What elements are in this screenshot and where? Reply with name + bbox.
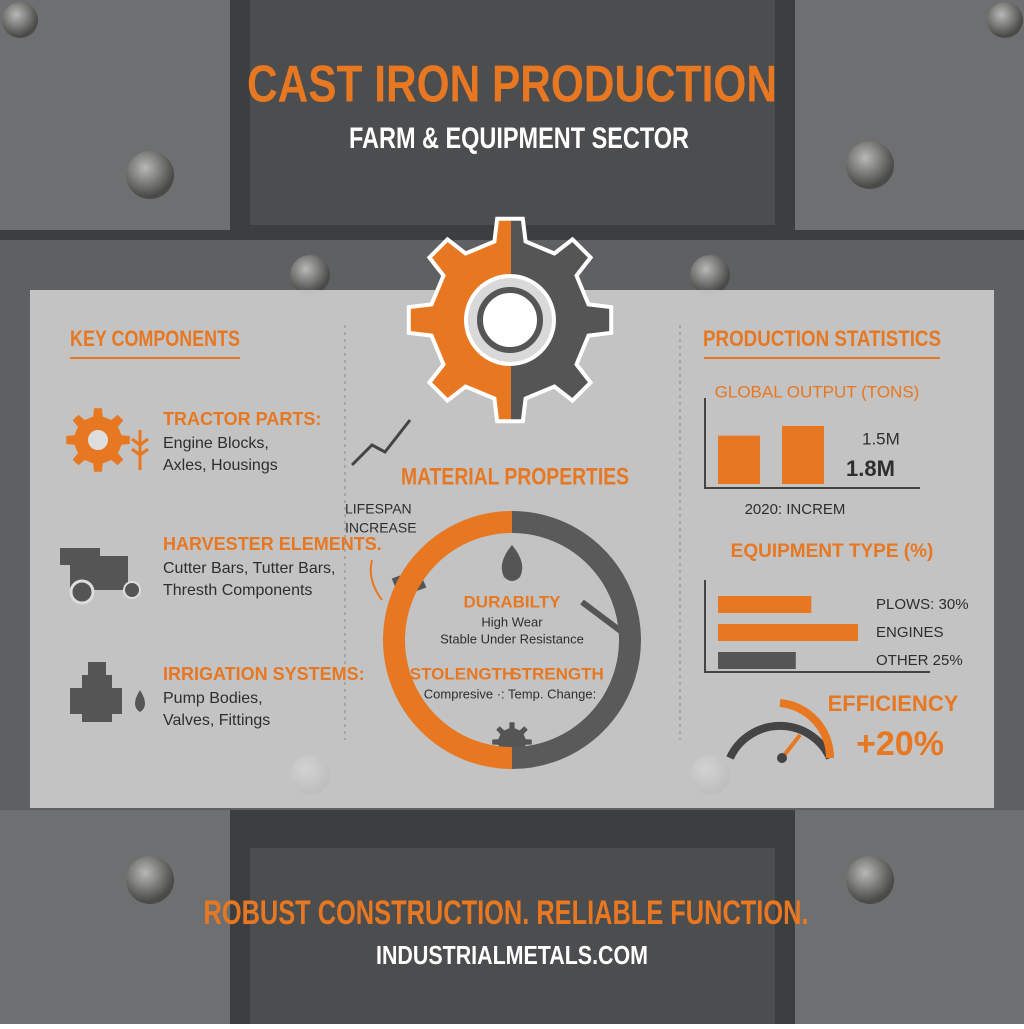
gauge bbox=[726, 721, 834, 760]
gear-icon-hole bbox=[84, 426, 112, 454]
caption: 2020: INCREM bbox=[745, 501, 846, 518]
axis bbox=[704, 580, 930, 673]
plate bbox=[0, 810, 230, 1024]
chart-title: EQUIPMENT TYPE (%) bbox=[731, 541, 934, 562]
pump-icon bbox=[70, 662, 122, 722]
subtitle: FARM & EQUIPMENT SECTOR bbox=[349, 122, 689, 155]
property-title: STOLENGTH bbox=[410, 664, 515, 683]
section-title: MATERIAL PROPERTIES bbox=[401, 463, 629, 490]
item-line: Valves, Fittings bbox=[163, 712, 270, 729]
value-label: PLOWS: 30% bbox=[876, 596, 969, 613]
item-line: Engine Blocks, bbox=[163, 435, 269, 452]
bar bbox=[782, 426, 824, 484]
wheat-icon bbox=[131, 430, 149, 470]
title: CAST IRON PRODUCTION bbox=[247, 56, 777, 114]
note: LIFESPAN bbox=[345, 501, 412, 517]
note: INCREASE bbox=[345, 520, 417, 536]
gear-right bbox=[511, 216, 614, 424]
gear-left bbox=[406, 216, 511, 424]
property-title: STRENGTH bbox=[510, 664, 604, 683]
item-line: Thresth Components bbox=[163, 582, 312, 599]
property-line: Compresive ·: Temp. Change: bbox=[424, 686, 596, 701]
tagline: ROBUST CONSTRUCTION. RELIABLE FUNCTION. bbox=[204, 894, 809, 932]
trend-icon bbox=[350, 419, 412, 467]
property-title: DURABILTY bbox=[464, 592, 562, 611]
stat-title: EFFICIENCY bbox=[828, 691, 959, 716]
bar bbox=[718, 652, 796, 669]
item-title: TRACTOR PARTS: bbox=[163, 409, 321, 429]
section-title: KEY COMPONENTS bbox=[70, 326, 240, 351]
property-line: High Wear bbox=[481, 614, 543, 629]
plate bbox=[795, 810, 1024, 1024]
axis bbox=[704, 398, 920, 489]
value-label: 1.5M bbox=[862, 429, 900, 448]
gear-ring-inner bbox=[477, 287, 543, 353]
ring-left bbox=[383, 511, 513, 769]
property-line: Stable Under Resistance bbox=[440, 631, 584, 646]
item-title: IRRIGATION SYSTEMS: bbox=[163, 664, 365, 684]
plate bbox=[795, 0, 1024, 230]
value-label: OTHER 25% bbox=[876, 652, 963, 669]
arrow bbox=[369, 559, 383, 601]
flame-icon bbox=[501, 545, 523, 581]
plate bbox=[0, 0, 230, 230]
section-title: PRODUCTION STATISTICS bbox=[703, 326, 941, 351]
bar bbox=[718, 435, 760, 484]
value-label: ENGINES bbox=[876, 624, 944, 641]
wrench-icon bbox=[580, 599, 624, 635]
chart-title: GLOBAL OUTPUT (TONS) bbox=[715, 382, 920, 401]
item-line: Pump Bodies, bbox=[163, 690, 263, 707]
item-line: Axles, Housings bbox=[163, 457, 278, 474]
gauge-fill bbox=[779, 699, 835, 759]
bar bbox=[718, 624, 858, 641]
plate bbox=[250, 0, 775, 225]
website: INDUSTRIALMETALS.COM bbox=[376, 940, 648, 970]
item-line: Cutter Bars, Tutter Bars, bbox=[163, 560, 336, 577]
value-label: 1.8M bbox=[846, 456, 895, 481]
wheel bbox=[69, 579, 95, 605]
gauge-hub bbox=[777, 753, 787, 763]
ring-right bbox=[511, 511, 641, 769]
item-title: HARVESTER ELEMENTS. bbox=[163, 534, 382, 554]
drop-icon bbox=[135, 690, 145, 712]
stat-value: +20% bbox=[856, 725, 944, 763]
plate bbox=[250, 848, 775, 1024]
wheel bbox=[123, 581, 141, 599]
bar bbox=[718, 596, 812, 613]
harvester-icon bbox=[60, 548, 128, 590]
